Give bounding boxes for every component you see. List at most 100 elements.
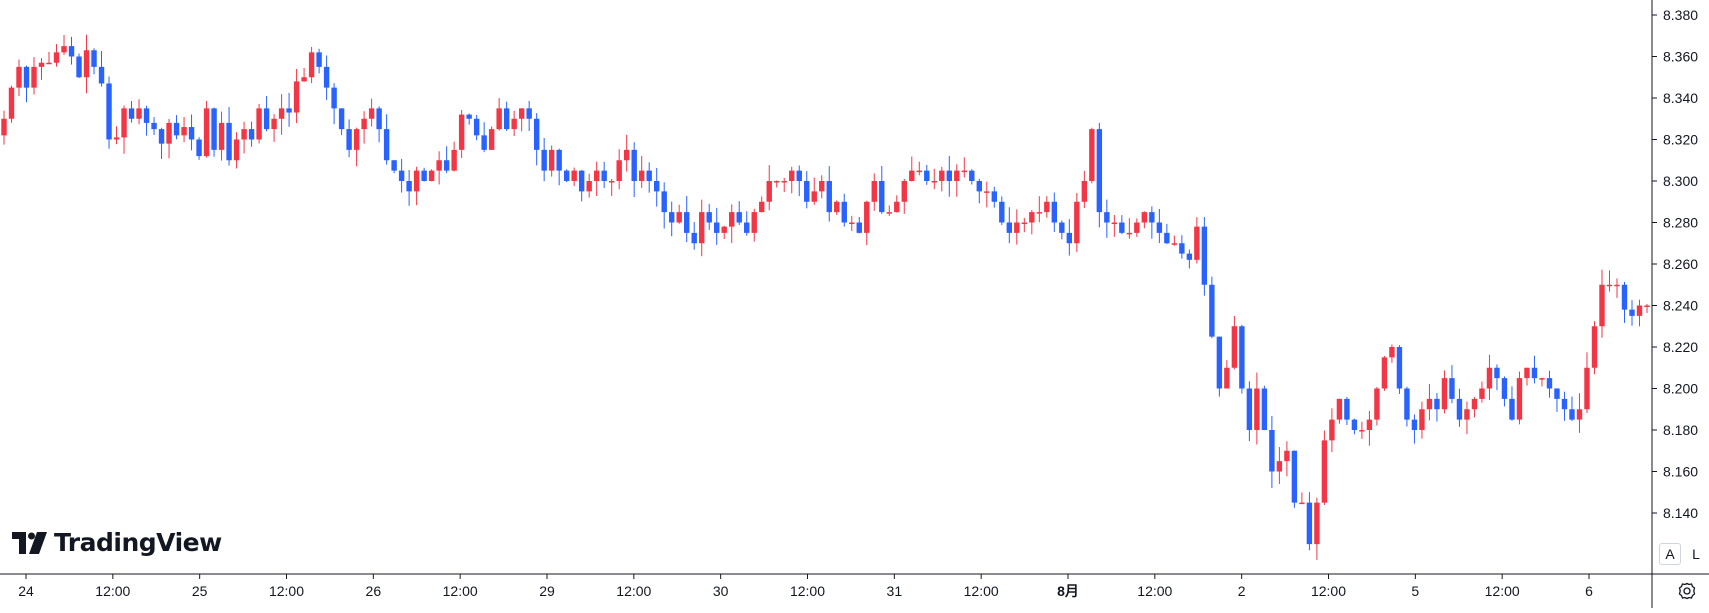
candle-body bbox=[398, 170, 405, 181]
candle bbox=[1216, 336, 1223, 397]
candle bbox=[819, 175, 825, 199]
candle-body bbox=[128, 108, 135, 119]
candle-body bbox=[1509, 398, 1515, 420]
candle-body bbox=[1644, 305, 1650, 307]
candle bbox=[428, 169, 435, 182]
candle-body bbox=[361, 118, 367, 130]
candle bbox=[1314, 497, 1320, 560]
candle bbox=[1636, 299, 1643, 327]
candle bbox=[954, 164, 960, 197]
candle bbox=[736, 201, 742, 226]
candle-body bbox=[593, 170, 600, 181]
candle-body bbox=[751, 212, 757, 233]
candle bbox=[106, 76, 112, 149]
candle bbox=[1621, 281, 1628, 323]
candle bbox=[158, 127, 165, 160]
candle bbox=[16, 59, 22, 97]
candle bbox=[1509, 386, 1515, 421]
candle-body bbox=[1569, 409, 1575, 420]
candle bbox=[1209, 276, 1215, 339]
candle-body bbox=[1231, 326, 1238, 368]
candle-body bbox=[1546, 378, 1553, 389]
candle-body bbox=[151, 122, 157, 130]
candle-body bbox=[1449, 378, 1455, 399]
candle-body bbox=[1261, 388, 1268, 430]
candle-body bbox=[158, 129, 165, 144]
candle bbox=[271, 114, 277, 142]
candle-body bbox=[383, 129, 390, 161]
candle bbox=[781, 177, 787, 192]
log-scale-button[interactable]: L bbox=[1685, 543, 1707, 565]
candle bbox=[886, 205, 892, 216]
candle-body bbox=[548, 149, 555, 171]
candle bbox=[173, 115, 180, 140]
candle-body bbox=[346, 129, 352, 150]
candle bbox=[999, 196, 1005, 226]
candle-body bbox=[1224, 367, 1230, 389]
candle-body bbox=[931, 181, 937, 183]
candle bbox=[976, 178, 982, 204]
candle-body bbox=[526, 108, 532, 119]
y-tick-label: 8.340 bbox=[1663, 90, 1698, 106]
candle bbox=[226, 107, 232, 166]
candle bbox=[143, 105, 150, 136]
x-tick-label: 8月 bbox=[1057, 583, 1079, 599]
candle-body bbox=[143, 108, 150, 123]
candle-body bbox=[1554, 388, 1560, 399]
candle-body bbox=[1366, 419, 1373, 430]
candle-body bbox=[744, 222, 750, 233]
candle-body bbox=[1531, 367, 1538, 379]
candle-body bbox=[53, 52, 60, 63]
candle-body bbox=[518, 108, 525, 119]
y-tick-label: 8.280 bbox=[1663, 215, 1698, 231]
candle bbox=[721, 225, 727, 240]
auto-scale-button[interactable]: A bbox=[1659, 543, 1681, 565]
y-tick-label: 8.200 bbox=[1663, 381, 1698, 397]
x-tick-label: 12:00 bbox=[443, 583, 478, 599]
candle-body bbox=[98, 66, 105, 84]
candle bbox=[1554, 388, 1560, 412]
candle-body bbox=[1029, 212, 1035, 223]
candle bbox=[1479, 381, 1485, 403]
candle bbox=[1539, 377, 1545, 387]
candle bbox=[368, 98, 375, 127]
candle bbox=[1329, 408, 1335, 453]
candle-body bbox=[616, 160, 622, 181]
candle bbox=[391, 159, 397, 174]
candle bbox=[1351, 418, 1358, 435]
candle bbox=[1021, 217, 1028, 233]
candle-body bbox=[1059, 222, 1065, 233]
candle bbox=[916, 161, 922, 176]
candle bbox=[1599, 269, 1605, 338]
candle-body bbox=[578, 170, 585, 192]
candle bbox=[1576, 393, 1583, 433]
candle bbox=[766, 165, 772, 211]
candle bbox=[1396, 345, 1403, 394]
candle-body bbox=[646, 170, 652, 181]
candle bbox=[1546, 370, 1553, 398]
candle bbox=[774, 180, 780, 188]
candle-body bbox=[1171, 243, 1178, 245]
candle-body bbox=[8, 87, 15, 119]
candle bbox=[1014, 209, 1020, 245]
candle-body bbox=[1164, 232, 1170, 244]
candle bbox=[804, 171, 810, 209]
settings-gear-icon[interactable] bbox=[1676, 580, 1698, 602]
candle bbox=[759, 196, 765, 213]
candle bbox=[353, 127, 360, 167]
candle-body bbox=[684, 212, 690, 233]
candle bbox=[466, 113, 472, 125]
candle bbox=[751, 208, 757, 242]
candle-body bbox=[1141, 212, 1148, 223]
candle-body bbox=[1591, 326, 1598, 368]
x-tick-label: 24 bbox=[18, 583, 34, 599]
candle bbox=[1404, 386, 1410, 427]
candle-body bbox=[1096, 129, 1103, 213]
candle-body bbox=[1404, 388, 1410, 420]
candle bbox=[1359, 421, 1365, 439]
candle bbox=[1066, 219, 1073, 256]
candle-body bbox=[939, 170, 945, 181]
candle bbox=[83, 34, 90, 94]
